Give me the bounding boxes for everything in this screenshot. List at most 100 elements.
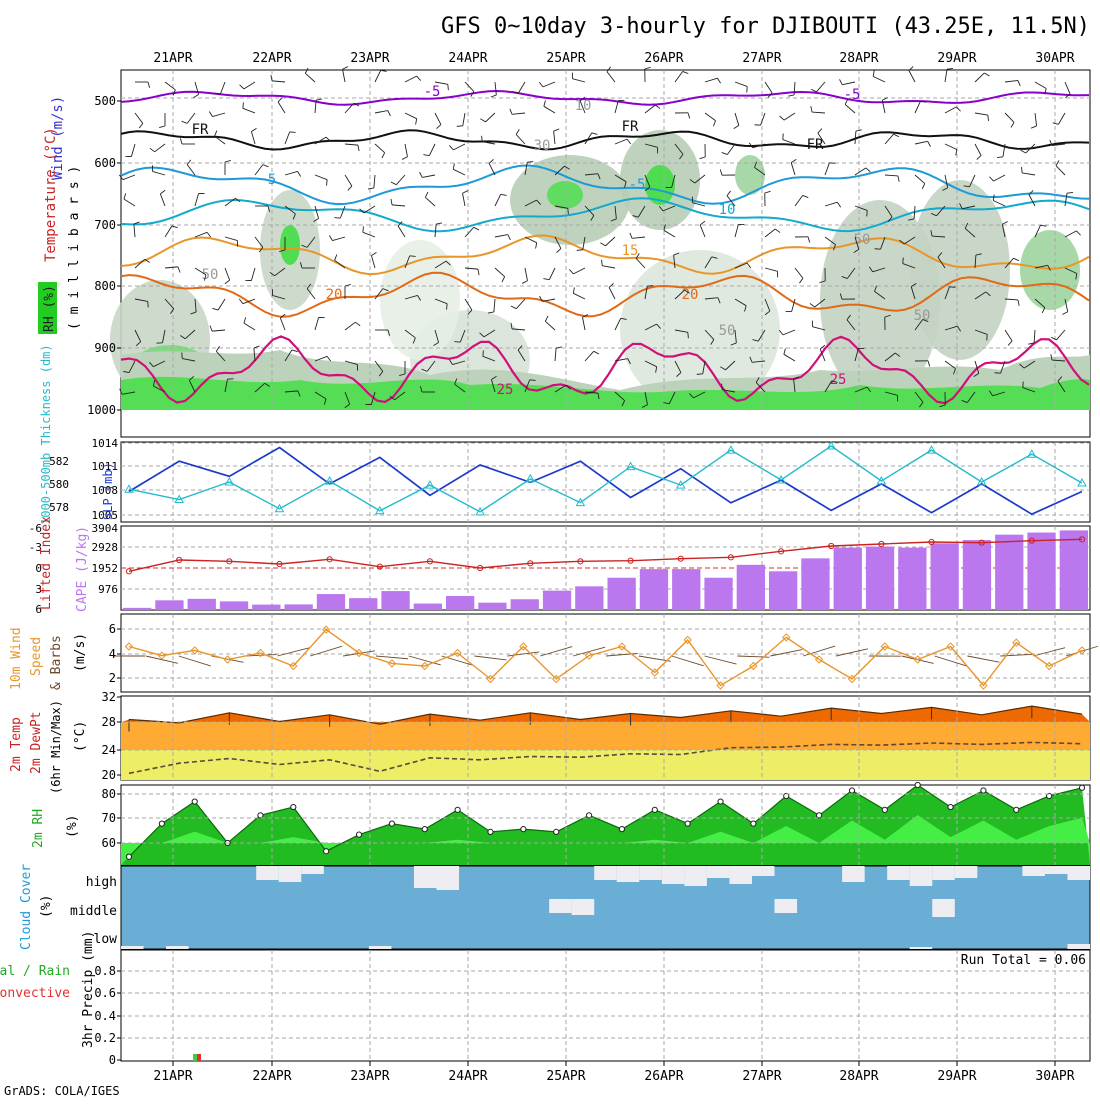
wind-barb-flag <box>697 374 703 375</box>
cloud-level-label: high <box>86 875 117 890</box>
rh-marker <box>915 782 920 787</box>
cloud-high <box>414 866 437 888</box>
wind10-frame <box>121 614 1090 692</box>
bottom-date-label: 25APR <box>546 1069 585 1084</box>
cloud-middle <box>549 899 572 913</box>
cape-tick: 1952 <box>92 562 119 575</box>
rh-marker <box>882 807 887 812</box>
wind10-label-1: 10m Wind <box>9 627 24 690</box>
cloud-low <box>1067 944 1090 949</box>
ytick-label: 1000 <box>87 403 116 417</box>
wind-barb-flag <box>243 102 244 108</box>
cape-bar <box>381 591 409 610</box>
cape-tick: 3904 <box>92 522 119 535</box>
wind-barb-flag <box>483 350 484 356</box>
cloud-low <box>910 947 933 949</box>
cloud-high <box>955 866 978 878</box>
rh-marker <box>1079 785 1084 790</box>
cloud-high <box>256 866 279 880</box>
wind-barb-flag <box>343 67 348 70</box>
dew-band <box>121 750 1090 773</box>
precip-ticks: 0.80.60.40.20 <box>94 964 121 1067</box>
wind-barb-flag <box>602 260 603 266</box>
cape-bar <box>155 600 183 610</box>
contour-label: -5 <box>424 84 441 100</box>
rh2m-label: 2m RH <box>31 809 46 848</box>
temp2m-unit: (°C) <box>73 721 88 752</box>
run-total: Run Total = 0.06 <box>961 953 1086 968</box>
contour-label: 30 <box>534 138 551 154</box>
wind-barb-flag <box>454 342 460 343</box>
ytick-label: 0.6 <box>94 986 116 1000</box>
precip-conv-bar <box>197 1054 201 1061</box>
ytick-label: 500 <box>94 94 116 108</box>
temp2m-label-3: (6hr Min/Max) <box>49 700 63 794</box>
ytick-label: 0 <box>109 1053 116 1067</box>
ytick-label: 600 <box>94 156 116 170</box>
cloud-high <box>1067 866 1090 880</box>
wind-barb-flag <box>568 208 569 214</box>
rh2m-unit: (%) <box>65 815 80 838</box>
cloud-level-label: middle <box>70 904 117 919</box>
precip-total-bar <box>193 1054 197 1061</box>
wind-barb-flag <box>447 304 448 310</box>
slp-frame <box>121 442 1090 522</box>
cloud-high <box>910 866 933 886</box>
cloud-low <box>369 946 392 949</box>
chart-title: GFS 0~10day 3-hourly for DJIBOUTI (43.25… <box>441 14 1090 39</box>
rh-marker <box>192 799 197 804</box>
wind-barb-flag <box>527 162 533 163</box>
contour-label: 25 <box>830 372 847 388</box>
ytick-label: 800 <box>94 279 116 293</box>
rh-marker <box>422 827 427 832</box>
top-date-label: 24APR <box>448 51 487 66</box>
rh-marker <box>685 821 690 826</box>
cloud-high <box>662 866 685 884</box>
wind-barb-flag <box>448 84 449 90</box>
bottom-date-label: 23APR <box>350 1069 389 1084</box>
cape-bar <box>963 540 991 610</box>
cloud-high <box>707 866 730 878</box>
wind-barb-flag <box>457 126 463 127</box>
cloud-middle <box>775 899 798 913</box>
top-date-label: 22APR <box>252 51 291 66</box>
bottom-date-label: 26APR <box>644 1069 683 1084</box>
cape-bar <box>672 569 700 610</box>
thickness-axis-label: 1000-500mb Thickness (dm) <box>39 344 53 525</box>
bottom-date-label: 21APR <box>153 1069 192 1084</box>
cape-bar <box>252 605 280 610</box>
cape-bar <box>931 543 959 610</box>
cape-bar <box>543 591 571 610</box>
ytick-label: 0.8 <box>94 964 116 978</box>
wind10-label-2: Speed <box>29 637 44 676</box>
rh-marker <box>324 849 329 854</box>
contour-label: 10 <box>575 98 592 114</box>
rh-shade-area <box>910 180 1010 360</box>
cloud-high <box>842 866 865 882</box>
precip-label-2: Total / Rain <box>0 964 70 979</box>
credit: GrADS: COLA/IGES <box>4 1084 120 1098</box>
bottom-date-label: 28APR <box>839 1069 878 1084</box>
cape-bar <box>478 603 506 610</box>
wind10-ticks: 642 <box>109 622 121 685</box>
warm-band <box>121 722 1090 750</box>
rh-marker <box>718 799 723 804</box>
rh-marker <box>586 813 591 818</box>
ytick-label: 80 <box>102 787 116 801</box>
contour-label: 25 <box>497 382 514 398</box>
cape-bar <box>575 586 603 610</box>
contour-label: 20 <box>682 287 699 303</box>
wind-barb-flag <box>327 180 328 186</box>
li-axis-label: Lifted Index <box>39 516 54 610</box>
wind-barb-flag <box>530 380 536 381</box>
cloud-unit: (%) <box>39 895 54 918</box>
cape-bar <box>317 594 345 610</box>
cloud-high <box>932 866 955 880</box>
